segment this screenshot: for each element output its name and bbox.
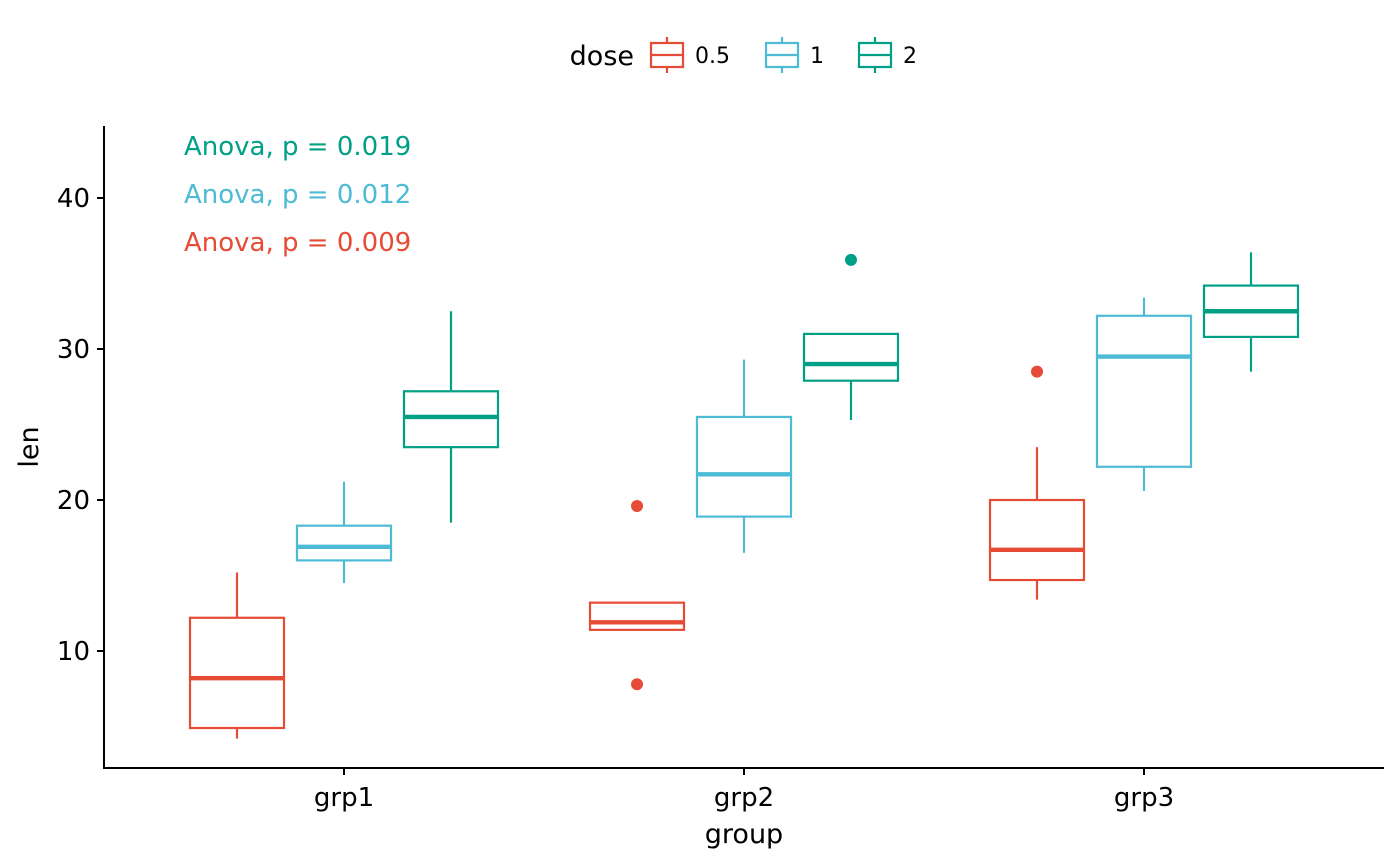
series-dose-0_5 — [188, 365, 1086, 739]
legend-title: dose — [570, 41, 634, 72]
box-grp3-dose-2 — [1202, 252, 1300, 372]
y-tick-label: 30 — [57, 335, 90, 365]
box-grp3-dose-0_5 — [988, 365, 1086, 600]
anova-annotations: Anova, p = 0.019 Anova, p = 0.012 Anova, p… — [184, 132, 411, 258]
box-grp2-dose-1 — [695, 359, 793, 553]
iqr-box — [988, 498, 1086, 582]
box-grp1-dose-2 — [402, 311, 500, 523]
y-axis-title: len — [14, 426, 45, 467]
legend-item-dose-1: 1 — [764, 37, 824, 73]
outlier-point — [631, 500, 643, 513]
plot-area — [188, 252, 1300, 739]
iqr-box — [295, 524, 393, 562]
iqr-box — [1095, 314, 1193, 468]
x-tick-label: grp3 — [1114, 783, 1174, 813]
outlier-point — [631, 678, 643, 691]
anova-annotation: Anova, p = 0.009 — [184, 228, 411, 258]
box-grp1-dose-1 — [295, 481, 393, 584]
iqr-box — [695, 415, 793, 518]
outlier-point — [1031, 365, 1043, 378]
y-tick-label: 40 — [57, 184, 90, 214]
y-tick-label: 10 — [57, 637, 90, 667]
outlier-point — [845, 253, 857, 266]
iqr-box — [802, 332, 900, 382]
x-axis-title: group — [705, 819, 783, 850]
legend-item-dose-0_5: 0.5 — [649, 37, 730, 73]
x-tick-label: grp2 — [714, 783, 774, 813]
legend-key-box-icon — [649, 37, 685, 73]
box-grp1-dose-0_5 — [188, 572, 286, 739]
legend-label: 0.5 — [695, 44, 730, 69]
legend-label: 1 — [810, 44, 824, 69]
iqr-box — [402, 390, 500, 449]
iqr-box — [188, 616, 286, 730]
legend-item-dose-2: 2 — [857, 37, 917, 73]
x-tick-label: grp1 — [314, 783, 374, 813]
box-grp2-dose-2 — [802, 253, 900, 420]
legend-label: 2 — [903, 44, 917, 69]
series-dose-1 — [295, 297, 1193, 584]
anova-annotation: Anova, p = 0.012 — [184, 180, 411, 210]
legend-key-box-icon — [857, 37, 893, 73]
anova-annotation: Anova, p = 0.019 — [184, 132, 411, 162]
box-grp3-dose-1 — [1095, 297, 1193, 491]
legend: dose 0.5 1 2 — [570, 37, 917, 73]
legend-key-box-icon — [764, 37, 800, 73]
axes: group len 10 20 30 40 grp1 grp2 grp3 — [14, 126, 1384, 850]
series-dose-2 — [402, 252, 1300, 523]
iqr-box — [588, 601, 686, 631]
box-grp2-dose-0_5 — [588, 500, 686, 691]
y-tick-label: 20 — [57, 486, 90, 516]
